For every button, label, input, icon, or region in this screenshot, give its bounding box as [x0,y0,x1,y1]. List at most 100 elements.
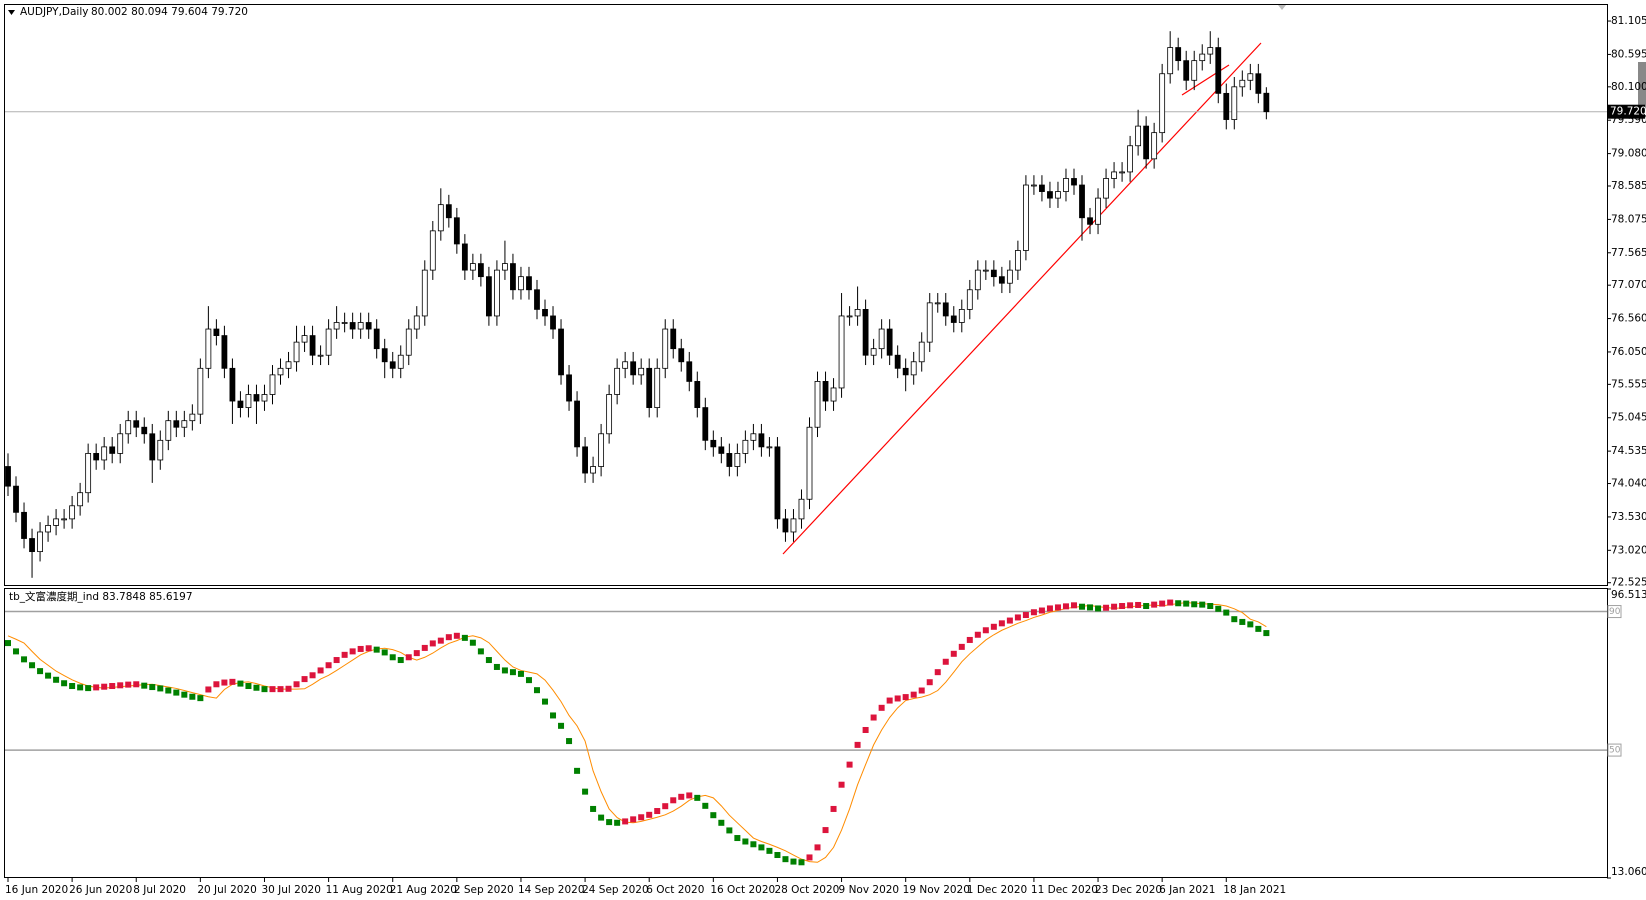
indicator-dot [149,684,156,691]
indicator-dot [453,632,460,639]
candle-body [1079,184,1085,219]
x-tick-label: 14 Sep 2020 [518,884,585,896]
indicator-dot [662,803,669,810]
candle-body [1023,184,1029,251]
trend-line[interactable] [782,42,1262,555]
x-tick-label: 6 Oct 2020 [646,884,704,896]
indicator-dot [1263,630,1270,637]
indicator-dot [365,645,372,652]
candle-body [662,328,669,369]
indicator-dot [165,687,172,694]
indicator-dot [926,679,933,686]
candle-body [574,400,580,448]
candle-body [469,263,476,271]
indicator-dot [582,788,589,795]
indicator-dot [574,767,581,774]
candle-body [1215,47,1222,94]
candle-body [862,309,869,356]
candle-body [782,518,789,533]
candle-body [534,289,540,310]
candle-body [301,335,308,343]
indicator-dot [437,637,444,644]
candle-body [726,453,733,467]
indicator-dot [1111,603,1118,610]
main-panel [4,4,1608,586]
trend-line[interactable] [1181,64,1230,96]
indicator-dot [109,683,116,690]
level-box [1607,743,1622,757]
indicator-dot [678,793,685,800]
y-tick-label: 72.525 [1611,577,1646,589]
indicator-dot [1247,621,1254,628]
indicator-dot [966,636,973,643]
indicator-dot [614,819,621,826]
indicator-dot [493,663,500,670]
candle-body [1119,171,1125,174]
candle-body [277,367,284,376]
indicator-dot [445,634,452,641]
candle-body [93,453,100,461]
indicator-dot [77,684,84,691]
indicator-dot [1127,602,1134,609]
candle-body [237,400,244,408]
indicator-dot [429,640,436,647]
candle-body [1151,132,1158,160]
candle-body [838,315,845,389]
candle-body [638,367,645,376]
x-tick-label: 2 Sep 2020 [454,884,514,896]
candle-body [790,518,797,533]
indicator-dot [21,656,28,663]
indicator-dot [910,691,917,698]
y-tick-label: 77.565 [1611,247,1646,259]
y-tick-label: 77.070 [1611,279,1646,291]
indicator-dot [646,811,653,818]
y-tick-label: 96.5131 [1611,589,1646,601]
candle-body [774,446,781,520]
indicator-dot [686,792,693,799]
candle-body [1063,178,1069,192]
x-tick-label: 6 Jan 2021 [1159,884,1215,896]
indicator-dot [702,802,709,809]
candle-body [333,322,340,330]
x-tick-label: 1 Dec 2020 [967,884,1027,896]
candle-body [742,439,749,454]
indicator-dot [958,643,965,650]
scroll-marker[interactable] [1278,5,1286,10]
indicator-dot [1159,600,1166,607]
candle-body [990,269,997,278]
candle-body [373,328,380,350]
indicator-dot [654,808,661,815]
candle-body [822,381,829,402]
indicator-dot [1143,603,1150,610]
indicator-dot [405,654,412,661]
indicator-dot [509,669,516,676]
indicator-dot [293,681,300,688]
indicator-dot [341,651,348,658]
candle-body [558,328,564,376]
indicator-dot [1006,617,1013,624]
indicator-dot [1135,601,1142,608]
candle-body [69,505,76,520]
candle-body [1111,171,1117,179]
indicator-dot [53,676,60,683]
candle-body [1014,250,1021,271]
indicator-dot [277,686,284,693]
menu-arrow[interactable] [8,10,15,15]
candle-body [750,433,757,441]
candle-body [518,276,524,291]
indicator-dot [862,726,869,733]
candle-body [437,204,444,232]
indicator-dot [798,859,805,866]
candle-body [477,263,484,278]
volume-gauge [1638,62,1646,110]
candle-body [325,328,332,356]
x-tick-label: 16 Oct 2020 [710,884,775,896]
candle-body [806,426,813,500]
y-tick-label: 80.595 [1611,48,1646,60]
x-tick-label: 8 Jul 2020 [133,884,186,896]
candle-body [974,269,981,291]
candle-body [942,302,949,317]
indicator-dot [1030,609,1037,616]
indicator-dot [189,693,196,700]
indicator-dot [309,672,316,679]
